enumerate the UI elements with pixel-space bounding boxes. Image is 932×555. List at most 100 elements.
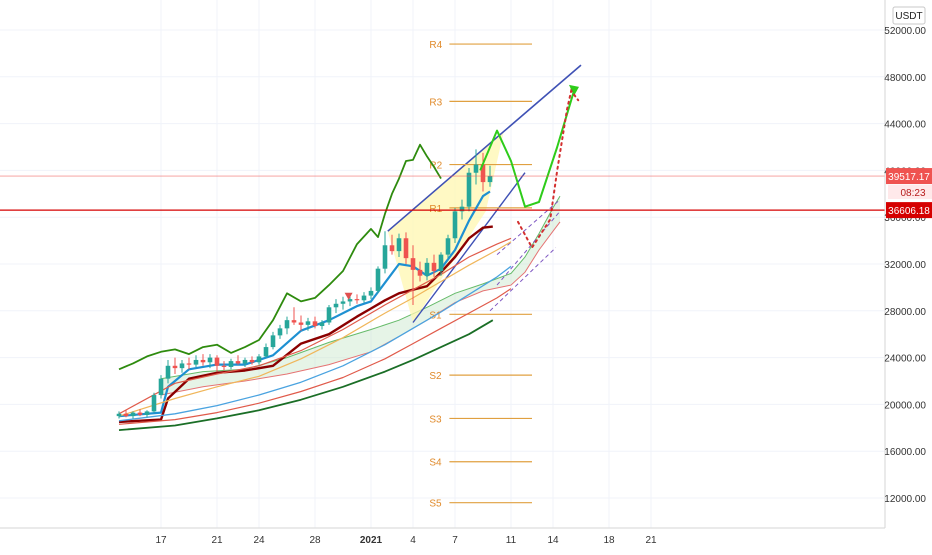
candle <box>473 164 479 173</box>
price-tag-box-1 <box>886 168 932 185</box>
price-tag-box-2 <box>886 202 932 219</box>
pivot-label-s5: S5 <box>429 499 442 510</box>
candle <box>396 238 402 252</box>
candle <box>375 268 381 291</box>
x-tick-label: 28 <box>309 535 321 546</box>
candle <box>347 299 353 302</box>
price-lines <box>0 175 885 211</box>
candlesticks <box>116 149 493 419</box>
candle <box>256 356 262 363</box>
y-tick-label: 44000.00 <box>884 120 926 131</box>
candle <box>431 262 437 272</box>
pivot-label-s3: S3 <box>429 414 442 425</box>
candle <box>298 322 304 325</box>
x-tick-label: 21 <box>645 535 657 546</box>
indicator-line-2 <box>118 190 491 418</box>
x-tick-label: 4 <box>410 535 416 546</box>
candle <box>424 262 430 276</box>
candle <box>333 303 339 308</box>
green-projection <box>479 90 575 208</box>
candle <box>326 307 332 323</box>
indicator-line-7 <box>118 288 512 425</box>
candle <box>193 359 199 365</box>
pivot-label-s2: S2 <box>429 371 442 382</box>
candle <box>417 269 423 276</box>
currency-badge[interactable]: USDT <box>895 11 922 22</box>
indicator-line-8 <box>118 319 494 431</box>
price-tag-1: 39517.17 <box>888 172 930 183</box>
projections <box>344 84 580 300</box>
x-tick-label: 7 <box>452 535 458 546</box>
candle <box>228 361 234 367</box>
indicator-line-3 <box>118 225 493 424</box>
candle <box>179 363 185 369</box>
candle <box>214 357 220 366</box>
candle <box>242 359 248 364</box>
indicator-line-1 <box>118 143 442 371</box>
candle <box>144 411 150 415</box>
currency-badge-box[interactable] <box>892 6 926 25</box>
x-tick-label: 2021 <box>360 535 383 546</box>
y-tick-label: 28000.00 <box>884 307 926 318</box>
candle <box>165 365 171 379</box>
wedge-fill <box>387 130 504 323</box>
candle <box>410 258 416 270</box>
candle <box>200 359 206 363</box>
candle <box>137 412 143 415</box>
candle <box>382 245 388 269</box>
candle <box>354 299 360 301</box>
candle <box>466 172 472 207</box>
candle <box>270 335 276 348</box>
y-tick-label: 52000.00 <box>884 26 926 37</box>
y-tick-label: 24000.00 <box>884 354 926 365</box>
wedge-lower-line <box>412 172 526 323</box>
wedge-upper-line <box>387 64 582 232</box>
candle <box>438 254 444 272</box>
candle <box>452 211 458 239</box>
x-tick-label: 11 <box>506 535 517 546</box>
candle <box>403 238 409 259</box>
candle <box>361 295 367 301</box>
indicator-lines <box>118 143 512 431</box>
candle <box>305 321 311 325</box>
x-tick-label: 21 <box>211 535 223 546</box>
candle <box>172 365 178 369</box>
indicator-line-6 <box>118 265 512 422</box>
pivot-label-r3: R3 <box>429 97 442 108</box>
candle <box>340 301 346 304</box>
y-tick-label: 48000.00 <box>884 73 926 84</box>
pivot-label-r4: R4 <box>429 40 442 51</box>
candle <box>235 361 241 364</box>
price-tag-2: 36606.18 <box>888 206 930 217</box>
bar-countdown: 08:23 <box>900 188 925 199</box>
countdown-box <box>888 185 932 199</box>
red-projection <box>517 88 580 250</box>
candle <box>389 245 395 252</box>
dotted-guide <box>496 210 561 286</box>
candle <box>480 164 486 183</box>
indicator-line-5 <box>118 241 512 417</box>
pivot-label-s4: S4 <box>429 458 442 469</box>
green-arrow-head <box>569 84 579 96</box>
dotted-guide <box>489 247 557 312</box>
candle <box>130 412 136 417</box>
candle <box>291 320 297 323</box>
candle <box>312 321 318 327</box>
pivot-label-r1: R1 <box>429 204 442 215</box>
candle <box>277 328 283 336</box>
signal-marker <box>344 292 353 300</box>
candle <box>207 357 213 363</box>
x-tick-label: 24 <box>253 535 265 546</box>
y-tick-label: 12000.00 <box>884 494 926 505</box>
candle <box>487 176 493 183</box>
y-tick-label: 16000.00 <box>884 447 926 458</box>
candle <box>116 413 122 417</box>
candle <box>459 206 465 212</box>
candle <box>123 413 129 417</box>
x-tick-label: 14 <box>547 535 559 546</box>
candle <box>263 347 269 357</box>
